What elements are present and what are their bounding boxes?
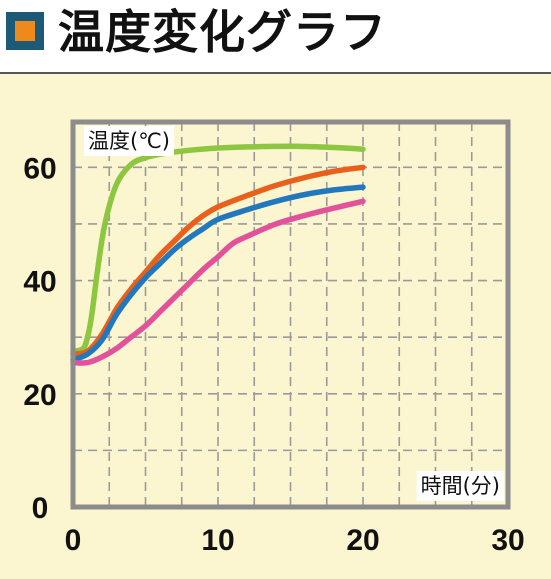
series-layer xyxy=(70,143,366,366)
x-tick-label: 10 xyxy=(201,524,234,557)
y-axis-label-background xyxy=(84,126,174,156)
y-tick-label: 20 xyxy=(23,379,56,412)
y-tick-label: 60 xyxy=(23,152,56,185)
series-line-3 xyxy=(70,184,366,363)
series-line-4 xyxy=(70,198,366,366)
plot-frame xyxy=(70,119,511,510)
horizontal-gridlines xyxy=(73,166,508,452)
x-tick-label: 30 xyxy=(491,524,524,557)
y-tick-label: 0 xyxy=(32,492,49,525)
y-tick-label: 40 xyxy=(23,266,56,299)
chart-title: 温度変化グラフ xyxy=(58,5,387,59)
square-bullet-icon xyxy=(6,12,44,50)
chart-header: 温度変化グラフ xyxy=(0,0,551,62)
series-line-1 xyxy=(70,143,366,355)
temperature-chart: 0 20 40 60 0 10 20 30 温度(℃) 時間(分) xyxy=(23,119,525,557)
x-tick-label: 0 xyxy=(65,524,82,557)
x-axis-label-background xyxy=(416,471,504,501)
y-tick-labels: 0 20 40 60 xyxy=(23,152,56,525)
x-axis-label: 時間(分) xyxy=(421,474,500,498)
x-tick-labels: 0 10 20 30 xyxy=(65,524,525,557)
y-axis-label: 温度(℃) xyxy=(88,129,170,153)
x-tick-label: 20 xyxy=(346,524,379,557)
